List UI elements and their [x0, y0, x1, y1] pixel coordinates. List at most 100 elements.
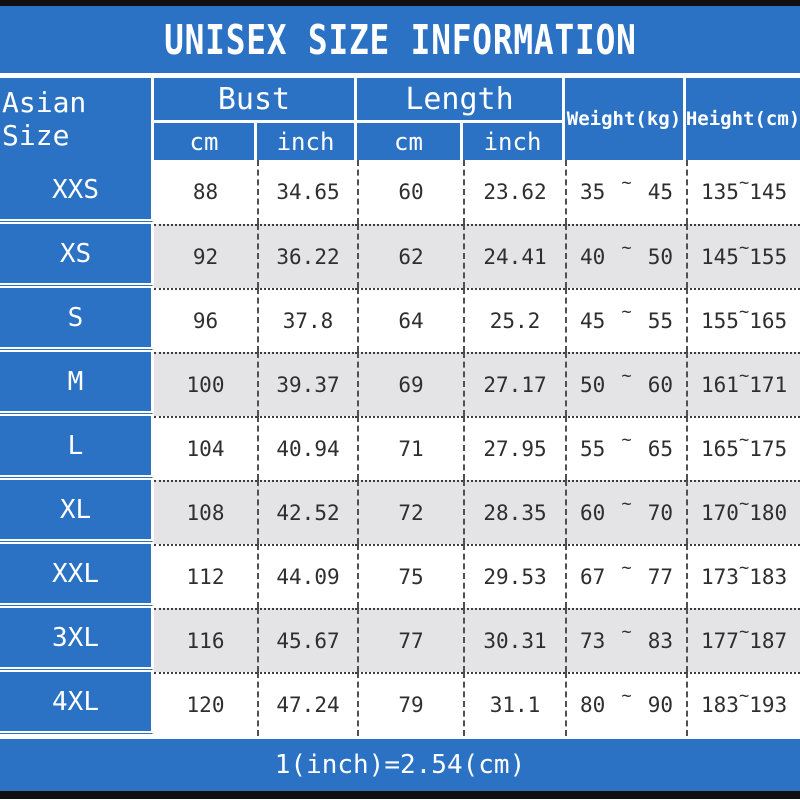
page-title: UNISEX SIZE INFORMATION	[163, 15, 637, 64]
bust-cm-cell: 112	[154, 544, 257, 608]
length-cm-cell: 62	[357, 224, 463, 288]
bust-cm-cell: 96	[154, 288, 257, 352]
table-row-xl: XL 108 42.52 72 28.35 60 ~70 170 ~180	[0, 480, 800, 544]
footer-band: 1(inch)=2.54(cm)	[0, 739, 800, 791]
weight-min: 55	[580, 437, 606, 461]
height-range-cell: 165 ~175	[686, 416, 800, 480]
length-inch-cell: 25.2	[463, 288, 565, 352]
height-max: 155	[749, 245, 788, 269]
weight-range-cell: 55 ~65	[565, 416, 686, 480]
table-row-xs: XS 92 36.22 62 24.41 40 ~50 145 ~155	[0, 224, 800, 288]
size-cell: S	[0, 288, 154, 352]
tilde-symbol: ~	[738, 686, 750, 706]
bust-inch-cell: 42.52	[257, 480, 357, 544]
tilde-symbol: ~	[738, 238, 750, 258]
tilde-symbol: ~	[738, 622, 750, 642]
table-row-m: M 100 39.37 69 27.17 50 ~60 161 ~171	[0, 352, 800, 416]
height-range-cell: 170 ~180	[686, 480, 800, 544]
column-header-asian-size: Asian Size	[0, 78, 154, 160]
bust-inch-cell: 36.22	[257, 224, 357, 288]
height-min: 170	[701, 501, 739, 525]
tilde-symbol: ~	[621, 686, 632, 706]
bust-cm-cell: 88	[154, 160, 257, 224]
size-cell: XXS	[0, 160, 154, 224]
weight-min: 40	[580, 245, 606, 269]
size-cell: XS	[0, 224, 154, 288]
height-min: 155	[701, 309, 739, 333]
bust-inch-cell: 34.65	[257, 160, 357, 224]
bust-inch-cell: 39.37	[257, 352, 357, 416]
column-group-length: Length	[357, 78, 565, 123]
subheader-length-inch: inch	[463, 123, 565, 160]
height-max: 165	[749, 309, 788, 333]
height-max: 175	[749, 437, 788, 461]
table-row-3xl: 3XL 116 45.67 77 30.31 73 ~83 177 ~187	[0, 608, 800, 672]
height-min: 165	[701, 437, 739, 461]
length-inch-cell: 28.35	[463, 480, 565, 544]
size-cell: M	[0, 352, 154, 416]
height-range-cell: 177 ~187	[686, 608, 800, 672]
height-range-cell: 145 ~155	[686, 224, 800, 288]
subheader-length-cm: cm	[357, 123, 463, 160]
height-range-cell: 173 ~183	[686, 544, 800, 608]
length-inch-cell: 29.53	[463, 544, 565, 608]
length-inch-cell: 27.17	[463, 352, 565, 416]
weight-range-cell: 73 ~83	[565, 608, 686, 672]
bust-cm-cell: 116	[154, 608, 257, 672]
tilde-symbol: ~	[738, 558, 750, 578]
divider	[0, 73, 800, 78]
bottom-frame-bar	[0, 791, 800, 799]
tilde-symbol: ~	[621, 173, 632, 193]
weight-max: 60	[647, 373, 673, 397]
weight-range-cell: 67 ~77	[565, 544, 686, 608]
height-max: 183	[749, 565, 788, 589]
weight-min: 60	[580, 501, 606, 525]
length-inch-cell: 30.31	[463, 608, 565, 672]
weight-min: 45	[580, 309, 606, 333]
size-cell: XXL	[0, 544, 154, 608]
length-cm-cell: 60	[357, 160, 463, 224]
weight-max: 55	[647, 309, 673, 333]
height-min: 145	[701, 245, 739, 269]
bust-inch-cell: 37.8	[257, 288, 357, 352]
column-header-weight: Weight(kg)	[565, 78, 686, 160]
tilde-symbol: ~	[738, 494, 750, 514]
weight-range-cell: 45 ~55	[565, 288, 686, 352]
weight-min: 80	[580, 693, 606, 717]
tilde-symbol: ~	[621, 302, 632, 322]
length-cm-cell: 71	[357, 416, 463, 480]
length-inch-cell: 31.1	[463, 672, 565, 736]
bust-inch-cell: 47.24	[257, 672, 357, 736]
weight-max: 90	[647, 693, 673, 717]
subheader-bust-inch: inch	[257, 123, 357, 160]
weight-max: 45	[647, 180, 673, 204]
tilde-symbol: ~	[621, 430, 632, 450]
weight-max: 70	[647, 501, 673, 525]
weight-range-cell: 60 ~70	[565, 480, 686, 544]
weight-min: 67	[580, 565, 606, 589]
height-min: 177	[701, 629, 739, 653]
length-inch-cell: 23.62	[463, 160, 565, 224]
table-body: XXS 88 34.65 60 23.62 35 ~45 135 ~145 XS 9…	[0, 160, 800, 736]
conversion-note: 1(inch)=2.54(cm)	[274, 750, 526, 780]
divider	[0, 736, 800, 739]
tilde-symbol: ~	[738, 430, 750, 450]
height-min: 183	[701, 693, 739, 717]
table-row-s: S 96 37.8 64 25.2 45 ~55 155 ~165	[0, 288, 800, 352]
bust-cm-cell: 92	[154, 224, 257, 288]
weight-range-cell: 50 ~60	[565, 352, 686, 416]
length-inch-cell: 24.41	[463, 224, 565, 288]
weight-min: 50	[580, 373, 606, 397]
length-cm-cell: 77	[357, 608, 463, 672]
weight-max: 50	[647, 245, 673, 269]
tilde-symbol: ~	[738, 302, 750, 322]
top-frame-bar	[0, 0, 800, 6]
size-cell: L	[0, 416, 154, 480]
length-cm-cell: 79	[357, 672, 463, 736]
title-band: UNISEX SIZE INFORMATION	[0, 6, 800, 73]
bust-cm-cell: 120	[154, 672, 257, 736]
height-min: 135	[701, 180, 739, 204]
weight-max: 77	[647, 565, 673, 589]
bust-cm-cell: 100	[154, 352, 257, 416]
bust-cm-cell: 104	[154, 416, 257, 480]
